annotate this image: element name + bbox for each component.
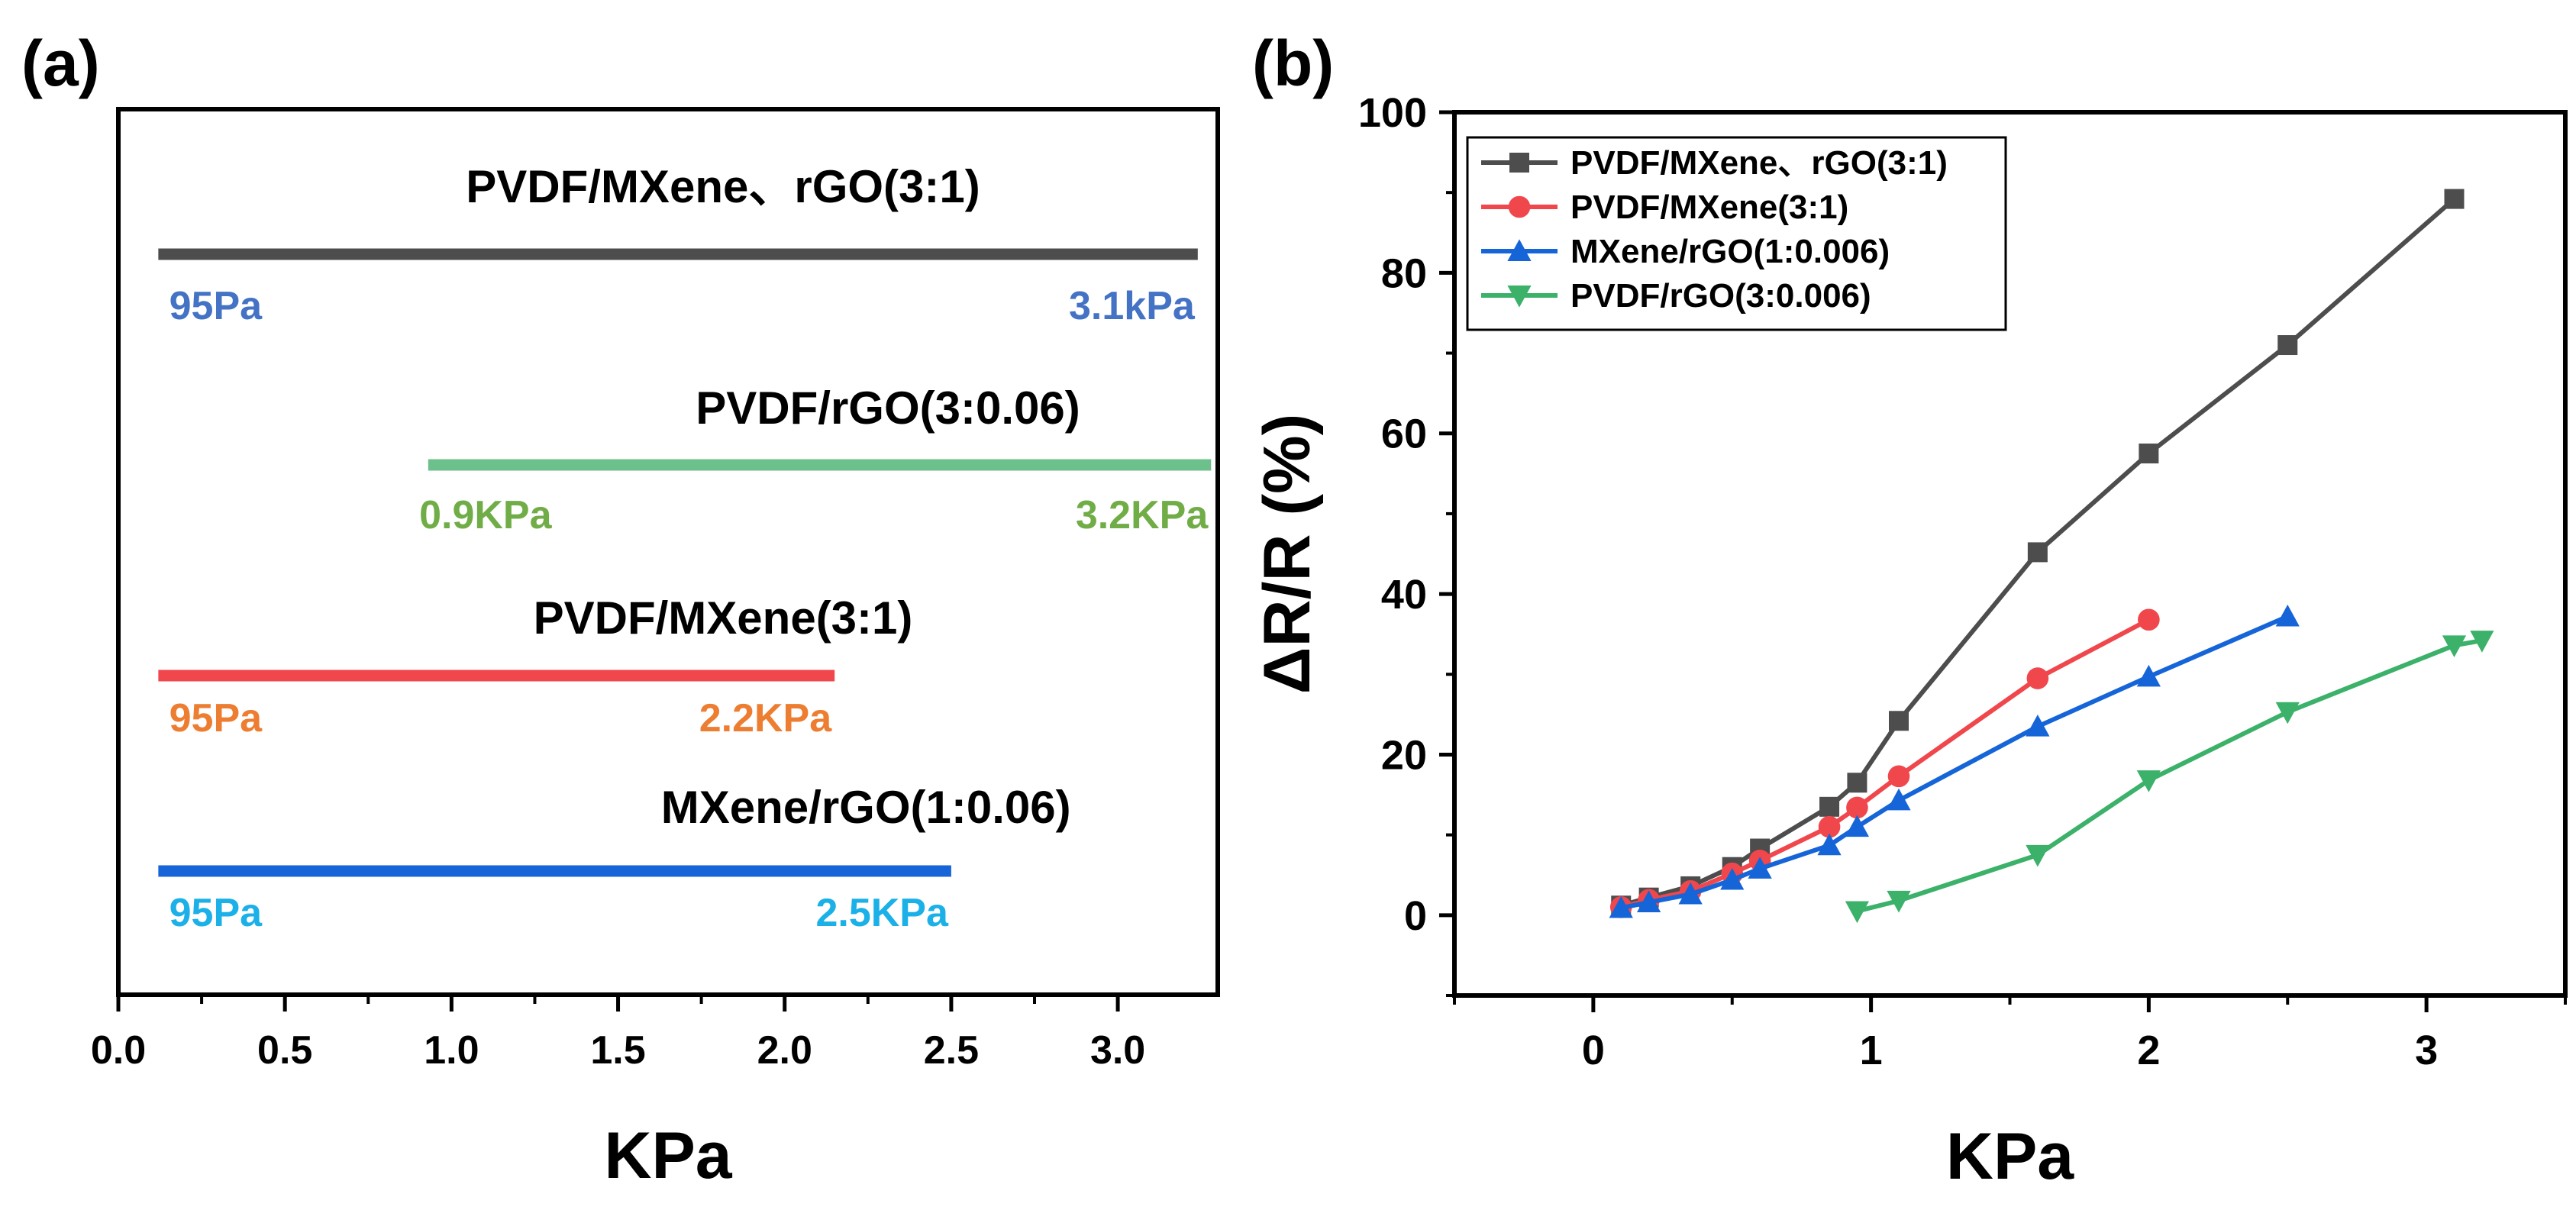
data-point xyxy=(2136,770,2161,792)
data-point xyxy=(2138,608,2160,631)
data-point xyxy=(2139,444,2159,464)
panel-b-x-tick-label: 3 xyxy=(2415,1028,2438,1073)
data-point xyxy=(1817,833,1842,856)
legend-label: PVDF/MXene、rGO(3:1) xyxy=(1570,144,1948,182)
panel-a-x-axis-title: KPa xyxy=(604,1119,732,1192)
series-1 xyxy=(1609,608,2160,918)
data-point xyxy=(1847,773,1867,793)
panel-a-x-tick-label: 3.0 xyxy=(1090,1028,1145,1073)
data-point xyxy=(2026,715,2050,737)
panel-b-y-tick-label: 100 xyxy=(1358,90,1427,136)
panel-b-x-tick-label: 1 xyxy=(1860,1028,1883,1073)
panel-a-x-tick-label: 0.0 xyxy=(91,1028,146,1073)
data-point xyxy=(1508,195,1531,218)
series-3 xyxy=(1845,631,2494,924)
data-point xyxy=(2275,702,2300,724)
range-end-label: 3.2KPa xyxy=(1076,493,1209,537)
panel-b-y-axis-title: ΔR/R (%) xyxy=(1251,414,1324,695)
data-point xyxy=(1887,788,1911,811)
data-point xyxy=(1637,890,1661,912)
legend-label: PVDF/rGO(3:0.006) xyxy=(1570,277,1871,315)
range-name-label: MXene/rGO(1:0.06) xyxy=(661,782,1071,833)
data-point xyxy=(1845,815,1870,837)
range-end-label: 3.1kPa xyxy=(1069,284,1196,328)
data-point xyxy=(1818,815,1841,838)
data-point xyxy=(2275,604,2300,627)
panel-a-x-tick-label: 1.5 xyxy=(590,1028,645,1073)
range-start-label: 95Pa xyxy=(169,696,263,741)
panel-a-x-tick-label: 0.5 xyxy=(257,1028,312,1073)
data-point xyxy=(2136,664,2161,687)
panel-b-x-tick-label: 2 xyxy=(2137,1028,2160,1073)
data-point xyxy=(1720,867,1745,890)
range-start-label: 0.9KPa xyxy=(419,493,553,537)
panel-a-frame xyxy=(116,107,1220,997)
panel-a-label: (a) xyxy=(21,27,100,99)
data-point xyxy=(2277,335,2298,356)
data-point xyxy=(1845,901,1870,924)
series-2 xyxy=(1609,604,2300,918)
panel-b-y-tick-label: 40 xyxy=(1381,572,1427,618)
series-line xyxy=(1620,618,2150,910)
data-point xyxy=(1509,153,1529,173)
data-point xyxy=(1889,711,1909,731)
panel-b-x-axis-title: KPa xyxy=(1946,1120,2074,1193)
panel-b-y-tick-label: 60 xyxy=(1381,411,1427,457)
data-point xyxy=(1507,239,1532,261)
panel-b-y-tick-label: 80 xyxy=(1381,250,1427,296)
range-name-label: PVDF/MXene(3:1) xyxy=(534,592,913,644)
range-start-label: 95Pa xyxy=(169,891,263,935)
data-point xyxy=(2470,631,2494,653)
legend-label: PVDF/MXene(3:1) xyxy=(1570,189,1848,226)
range-end-label: 2.2KPa xyxy=(699,696,833,741)
panel-b-label: (b) xyxy=(1252,27,1334,99)
series-line xyxy=(1856,638,2483,914)
data-point xyxy=(2027,542,2048,563)
data-point xyxy=(1887,765,1910,788)
data-point xyxy=(1507,286,1532,308)
panel-b-chart: 0 20 40 60 80 100 0 1 2 3 KPa ΔR/R (%) PVDF/MXene、rG… xyxy=(1251,90,2568,1193)
data-point xyxy=(2026,667,2049,689)
panel-a-x-tick-label: 2.5 xyxy=(924,1028,979,1073)
legend-label: MXene/rGO(1:0.006) xyxy=(1570,233,1890,270)
data-point xyxy=(1678,882,1703,905)
range-start-label: 95Pa xyxy=(169,284,263,328)
data-point xyxy=(1819,796,1840,817)
data-point xyxy=(2444,189,2465,209)
panel-b-y-tick-label: 20 xyxy=(1381,732,1427,778)
data-point xyxy=(1748,857,1772,879)
panel-b-x-tick-label: 0 xyxy=(1582,1028,1605,1073)
data-point xyxy=(2442,635,2467,658)
data-point xyxy=(1846,796,1868,819)
range-end-label: 2.5KPa xyxy=(815,891,949,935)
data-point xyxy=(2026,844,2050,867)
panel-b-y-tick-label: 0 xyxy=(1404,893,1427,939)
data-point xyxy=(1609,895,1633,918)
panel-a-chart: 0.0 0.5 1.0 1.5 2.0 2.5 3.0 KPa PVDF/MXene、rGO(3… xyxy=(91,107,1220,1192)
panel-a-x-tick-label: 1.0 xyxy=(424,1028,479,1073)
range-name-label: PVDF/MXene、rGO(3:1) xyxy=(466,161,980,212)
panel-a-x-tick-label: 2.0 xyxy=(757,1028,812,1073)
data-point xyxy=(1887,890,1911,913)
range-name-label: PVDF/rGO(3:0.06) xyxy=(696,382,1080,434)
